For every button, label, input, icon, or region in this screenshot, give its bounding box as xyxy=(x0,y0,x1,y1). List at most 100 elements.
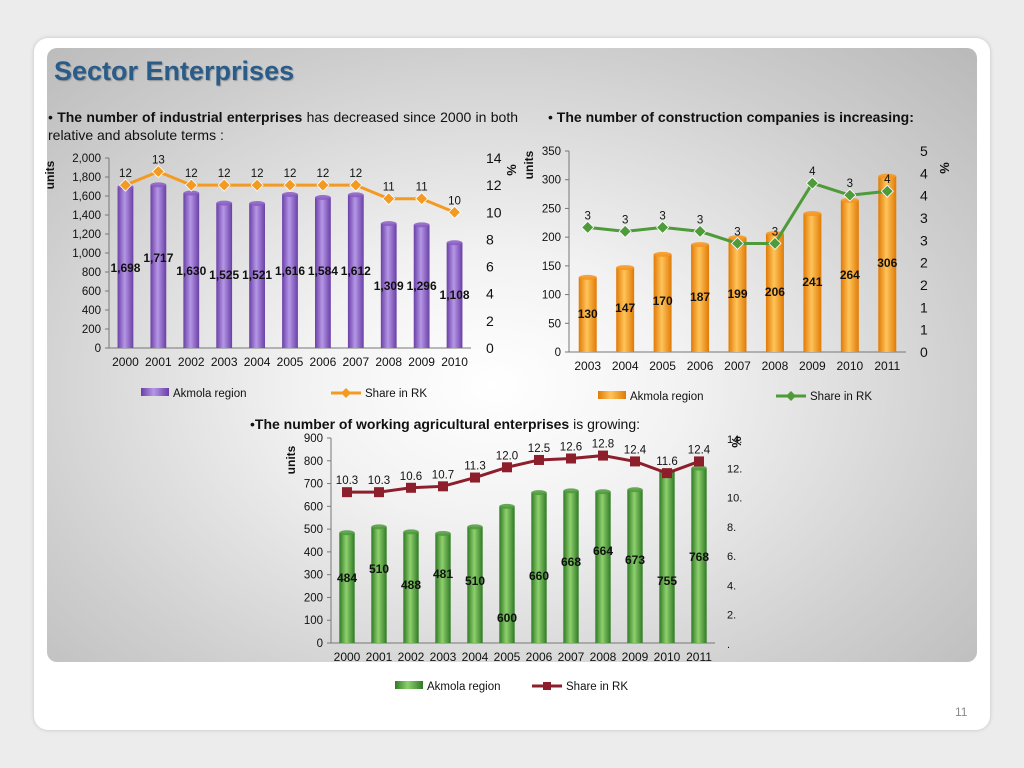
share-line xyxy=(347,454,700,494)
y2-tick-label: . xyxy=(727,639,730,651)
x-tick-label: 2003 xyxy=(211,355,238,369)
bar xyxy=(803,213,822,352)
bar-cap xyxy=(403,529,419,535)
y2-tick-label: 8 xyxy=(486,231,494,247)
bullet-industrial: • The number of industrial enterprises h… xyxy=(48,108,518,144)
bar-value-label: 1,616 xyxy=(275,264,305,278)
line-marker xyxy=(342,487,352,498)
line-value-label: 12 xyxy=(284,168,297,180)
line-value-label: 10.3 xyxy=(336,475,358,487)
legend-bar-label: Akmola region xyxy=(630,391,704,403)
y-tick-label: 1,800 xyxy=(72,172,101,184)
legend-bar-swatch xyxy=(141,388,169,396)
bar xyxy=(563,490,579,643)
bar-cap xyxy=(616,265,635,271)
y2-tick-label: 5 xyxy=(920,143,928,159)
y-axis-title: units xyxy=(284,445,298,474)
line-value-label: 3 xyxy=(772,226,778,238)
bar xyxy=(371,526,387,643)
y-tick-label: 100 xyxy=(304,615,323,627)
bar xyxy=(627,489,643,643)
y-tick-label: 0 xyxy=(317,638,323,650)
bar xyxy=(446,242,463,348)
x-tick-label: 2003 xyxy=(574,359,601,373)
line-value-label: 12 xyxy=(119,168,132,180)
y-tick-label: 0 xyxy=(95,343,101,355)
bar-cap xyxy=(446,240,463,246)
x-tick-label: 2004 xyxy=(244,355,271,369)
line-marker xyxy=(730,236,745,251)
x-tick-label: 2009 xyxy=(408,355,435,369)
y2-tick-label: 1 xyxy=(920,299,928,315)
line-value-label: 12.0 xyxy=(496,450,518,462)
bar-cap xyxy=(563,488,579,494)
line-marker xyxy=(406,482,416,493)
line-value-label: 12.5 xyxy=(528,443,550,455)
bar-cap xyxy=(531,490,547,496)
line-marker xyxy=(693,224,707,238)
bar-cap xyxy=(499,503,515,509)
line-marker xyxy=(382,192,396,206)
y2-tick-label: 0 xyxy=(486,340,494,356)
bar-value-label: 170 xyxy=(653,294,673,308)
y-tick-label: 1,000 xyxy=(72,248,101,260)
y2-tick-label: 12 xyxy=(486,177,502,193)
y2-tick-label: 14. xyxy=(727,434,742,446)
bar xyxy=(878,176,897,352)
y-tick-label: 0 xyxy=(555,347,561,359)
y-tick-label: 200 xyxy=(304,592,323,604)
bar-value-label: 264 xyxy=(840,268,860,282)
x-tick-label: 2006 xyxy=(526,650,553,664)
line-value-label: 12 xyxy=(218,168,231,180)
bar xyxy=(282,194,298,348)
y2-tick-label: 4 xyxy=(920,188,928,204)
y-tick-label: 200 xyxy=(82,324,101,336)
x-tick-label: 2001 xyxy=(366,650,393,664)
bar-cap xyxy=(347,192,364,198)
y-tick-label: 250 xyxy=(542,203,561,215)
line-marker xyxy=(805,176,819,190)
bar-cap xyxy=(371,524,387,530)
legend-bar-label: Akmola region xyxy=(173,388,247,400)
x-tick-label: 2010 xyxy=(836,359,863,373)
line-marker xyxy=(534,454,544,465)
legend-bar-swatch xyxy=(598,391,626,399)
bar-cap xyxy=(578,274,597,280)
legend-line-marker xyxy=(543,682,551,690)
bar-value-label: 673 xyxy=(625,553,645,567)
bar xyxy=(380,223,397,348)
bar xyxy=(467,526,483,643)
line-value-label: 10.3 xyxy=(368,475,390,487)
y-tick-label: 800 xyxy=(304,456,323,468)
line-value-label: 12.4 xyxy=(688,444,711,456)
line-marker xyxy=(566,453,576,464)
line-marker xyxy=(316,178,330,192)
bar-cap xyxy=(249,201,265,207)
line-value-label: 3 xyxy=(697,214,703,226)
line-value-label: 3 xyxy=(585,210,591,222)
line-marker xyxy=(502,462,512,473)
x-tick-label: 2009 xyxy=(622,650,649,664)
bullet-construction: • The number of construction companies i… xyxy=(548,108,969,126)
bar xyxy=(150,184,167,348)
bar-cap xyxy=(691,465,707,471)
bar xyxy=(578,277,597,352)
bar-cap xyxy=(467,524,483,530)
x-tick-label: 2010 xyxy=(441,355,468,369)
legend-bar-swatch xyxy=(395,681,423,689)
x-tick-label: 2009 xyxy=(799,359,826,373)
x-tick-label: 2007 xyxy=(558,650,585,664)
line-marker xyxy=(184,178,198,192)
chart-agricultural: 0 100 200 300 400 500 600 700 800 900. 2. 4. 6. 8. 10.… xyxy=(284,433,744,693)
line-marker xyxy=(470,472,480,483)
bar-value-label: 510 xyxy=(369,562,389,576)
y-tick-label: 700 xyxy=(304,479,323,491)
line-value-label: 12.8 xyxy=(592,439,614,451)
y2-tick-label: 4 xyxy=(486,286,494,302)
y-tick-label: 200 xyxy=(542,232,561,244)
bullet-marker: • xyxy=(250,416,255,432)
bar-value-label: 510 xyxy=(465,574,485,588)
line-marker xyxy=(151,165,165,179)
bullet-marker: • xyxy=(48,109,53,125)
line-marker xyxy=(768,236,782,251)
